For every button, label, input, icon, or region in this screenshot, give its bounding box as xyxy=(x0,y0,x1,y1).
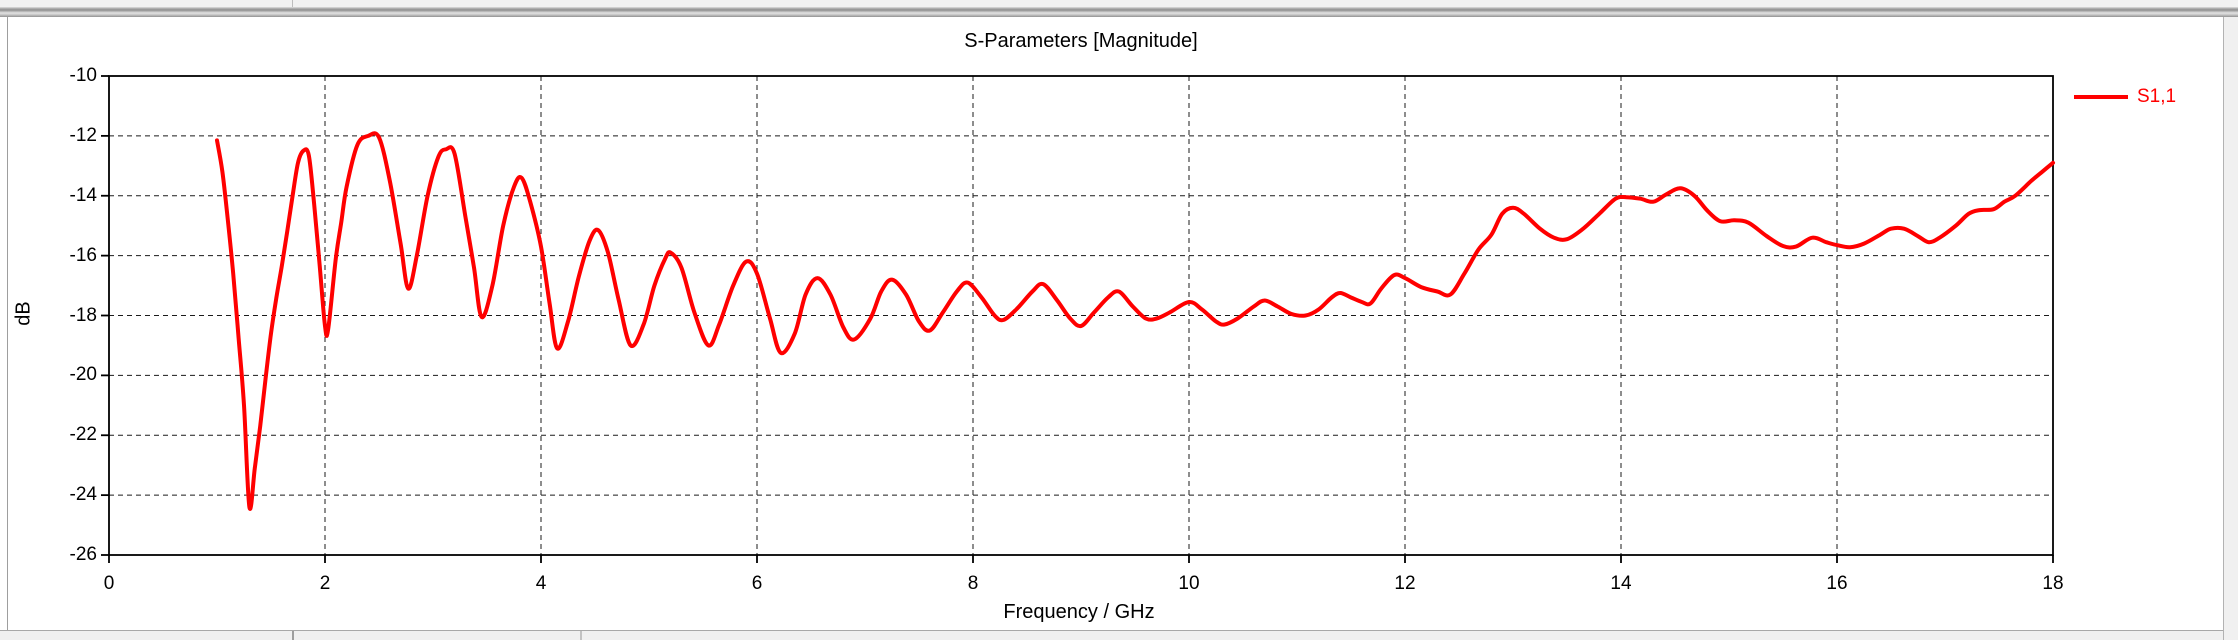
y-tick-label: -10 xyxy=(69,65,97,86)
y-tick-label: -16 xyxy=(69,244,97,266)
x-axis-label: Frequency / GHz xyxy=(1003,601,1155,623)
status-bar-divider xyxy=(580,631,582,640)
x-tick-label: 10 xyxy=(1178,573,1200,594)
plot-canvas[interactable] xyxy=(8,17,2223,630)
tick-marks xyxy=(101,75,2054,563)
tab-strip-divider xyxy=(292,0,293,7)
x-tick-label: 14 xyxy=(1610,573,1632,594)
window-right-border xyxy=(2223,17,2238,640)
chart-title: S-Parameters [Magnitude] xyxy=(964,30,1198,52)
x-tick-label: 0 xyxy=(103,573,115,594)
x-tick-label: 6 xyxy=(751,573,763,594)
status-bar xyxy=(0,630,2223,640)
y-tick-label: -20 xyxy=(69,364,97,386)
y-tick-label: -22 xyxy=(69,424,97,446)
y-tick-label: -18 xyxy=(69,304,97,326)
s11-curve[interactable] xyxy=(215,131,2055,511)
status-bar-divider xyxy=(292,631,294,640)
grid-lines xyxy=(109,76,2053,555)
x-tick-label: 2 xyxy=(319,573,331,594)
x-tick-label: 16 xyxy=(1826,573,1848,594)
legend: S1,1 xyxy=(2074,86,2176,108)
window-left-border xyxy=(7,17,8,631)
x-tick-label: 18 xyxy=(2042,573,2064,594)
legend-line-sample xyxy=(2074,95,2128,99)
legend-label[interactable]: S1,1 xyxy=(2137,86,2177,107)
window-top-border xyxy=(0,8,2238,17)
y-tick-label: -24 xyxy=(69,484,97,506)
y-tick-label: -12 xyxy=(69,124,97,146)
x-tick-label: 4 xyxy=(535,573,547,594)
x-tick-label: 8 xyxy=(967,573,979,594)
y-tick-label: -14 xyxy=(69,184,97,206)
x-tick-label: 12 xyxy=(1394,573,1416,594)
y-tick-label: -26 xyxy=(69,544,97,565)
tab-strip xyxy=(0,0,2238,8)
